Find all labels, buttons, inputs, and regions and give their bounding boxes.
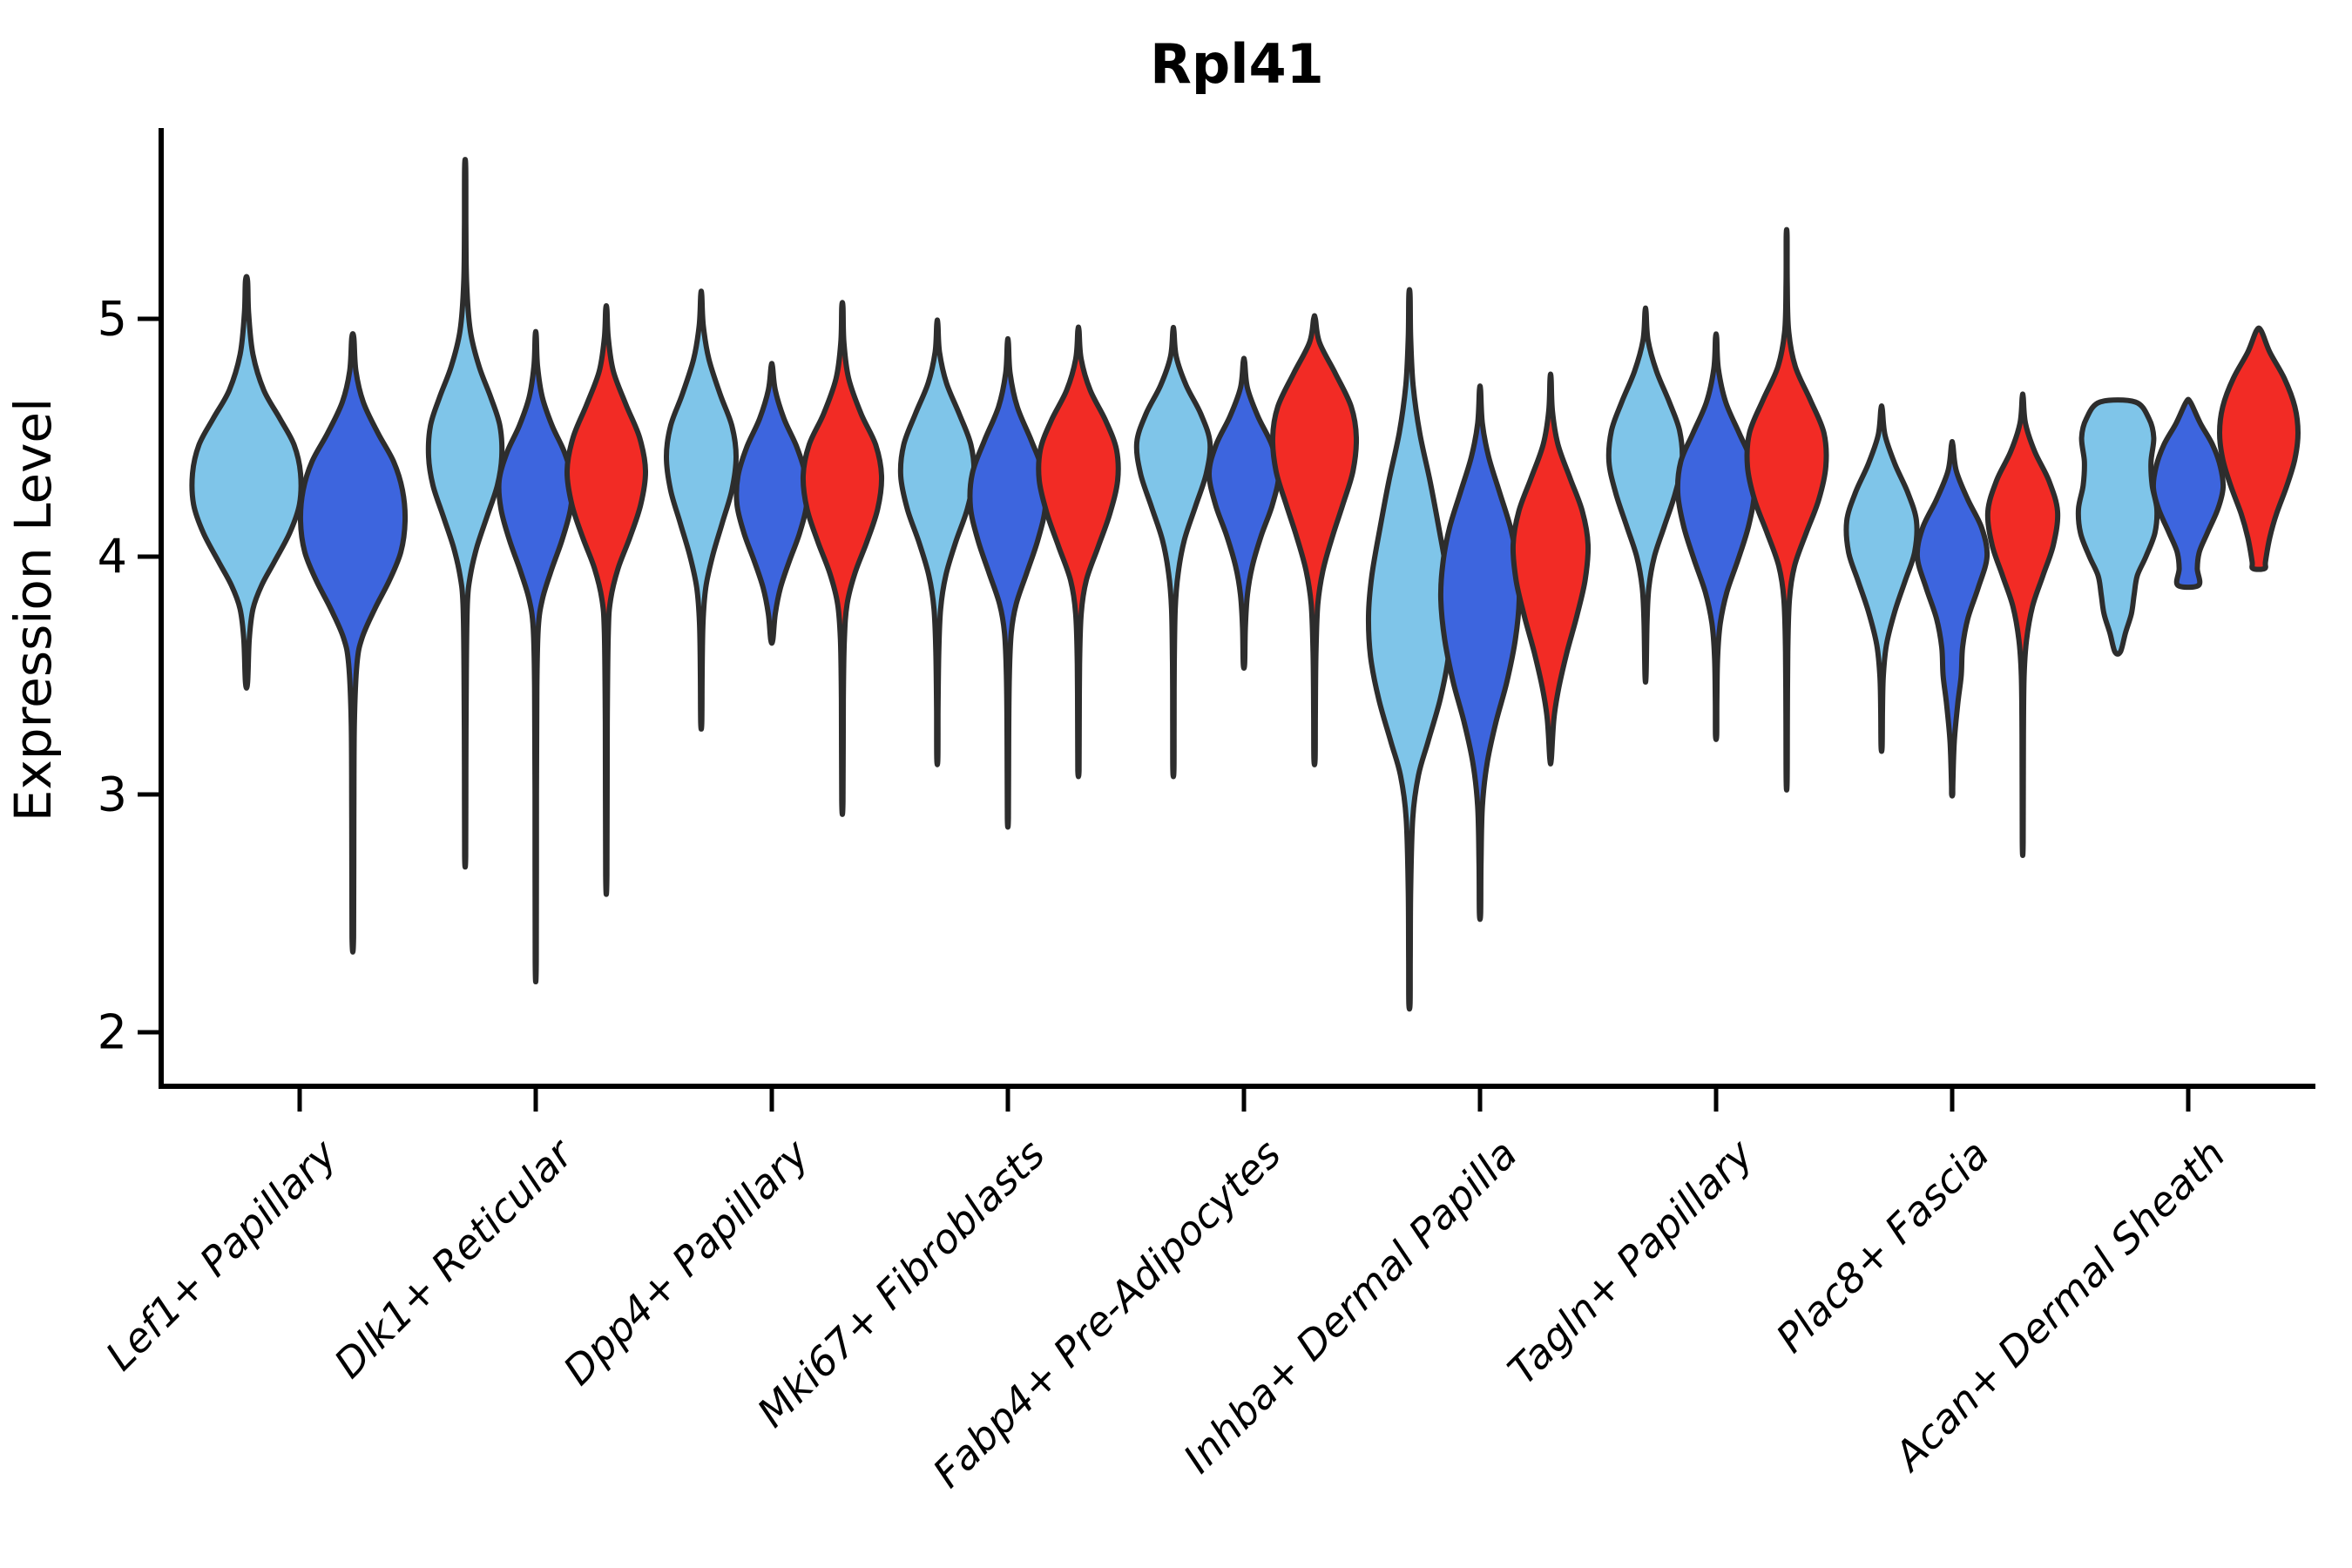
- y-tick-label-4: 4: [98, 530, 127, 585]
- x-cat-label-tagln-papillary: Tagln+ Papillary: [1498, 1130, 1762, 1394]
- x-axis-category-labels: Lef1+ Papillary Dlk1+ Reticular Dpp4+ Pa…: [97, 1128, 2234, 1497]
- x-axis-ticks: [297, 1086, 2191, 1112]
- violin-dlk1-reticular-dark_blue: [496, 328, 576, 984]
- x-cat-label-plac8-fascia: Plac8+ Fascia: [1767, 1131, 1997, 1362]
- violin-mki67-fibroblasts-dark_blue: [967, 335, 1049, 830]
- violins-layer: [189, 157, 2301, 1012]
- y-tick-label-5: 5: [98, 292, 127, 347]
- violin-acan-dermal-sheath-dark_blue: [2150, 396, 2227, 591]
- violin-plac8-fascia-red: [1984, 391, 2061, 858]
- violin-fabp4-pre-adipocytes-light_blue: [1133, 324, 1213, 780]
- violin-fabp4-pre-adipocytes-red: [1269, 313, 1360, 767]
- violin-dlk1-reticular-light_blue: [425, 157, 505, 870]
- violin-mki67-fibroblasts-red: [1036, 324, 1121, 780]
- x-cat-label-dpp4-papillary: Dpp4+ Papillary: [554, 1130, 818, 1394]
- x-cat-label-dlk1-reticular: Dlk1+ Reticular: [325, 1128, 584, 1387]
- violin-plac8-fascia-dark_blue: [1914, 438, 1990, 799]
- violin-acan-dermal-sheath-light_blue: [2075, 397, 2160, 657]
- violin-tagln-papillary-light_blue: [1605, 305, 1686, 685]
- y-tick-label-3: 3: [98, 767, 127, 822]
- y-axis-label: Expression Level: [3, 398, 63, 821]
- x-cat-label-lef1-papillary: Lef1+ Papillary: [97, 1130, 346, 1379]
- violin-dlk1-reticular-red: [564, 302, 649, 897]
- violin-tagln-papillary-dark_blue: [1674, 331, 1758, 742]
- violin-inhba-dermal-papilla-light_blue: [1365, 287, 1454, 1012]
- violin-dpp4-papillary-dark_blue: [733, 361, 810, 646]
- chart-title: Rpl41: [1150, 32, 1324, 96]
- axis-spines: [159, 128, 2315, 1089]
- violin-acan-dermal-sheath-red: [2217, 325, 2301, 572]
- violin-inhba-dermal-papilla-red: [1510, 371, 1592, 767]
- y-axis-ticks: [138, 316, 161, 1035]
- violin-inhba-dermal-papilla-dark_blue: [1437, 383, 1523, 923]
- violin-lef1-papillary-dark_blue: [297, 331, 409, 955]
- y-tick-label-2: 2: [98, 1005, 127, 1060]
- violin-plac8-fascia-light_blue: [1843, 402, 1920, 754]
- y-axis-tick-labels: 5 4 3 2: [98, 292, 127, 1060]
- violin-dpp4-papillary-light_blue: [664, 288, 739, 732]
- violin-mki67-fibroblasts-light_blue: [897, 317, 977, 767]
- violin-dpp4-papillary-red: [800, 300, 885, 817]
- violin-lef1-papillary-light_blue: [189, 274, 304, 691]
- violin-fabp4-pre-adipocytes-dark_blue: [1206, 355, 1282, 671]
- violin-tagln-papillary-red: [1744, 226, 1829, 793]
